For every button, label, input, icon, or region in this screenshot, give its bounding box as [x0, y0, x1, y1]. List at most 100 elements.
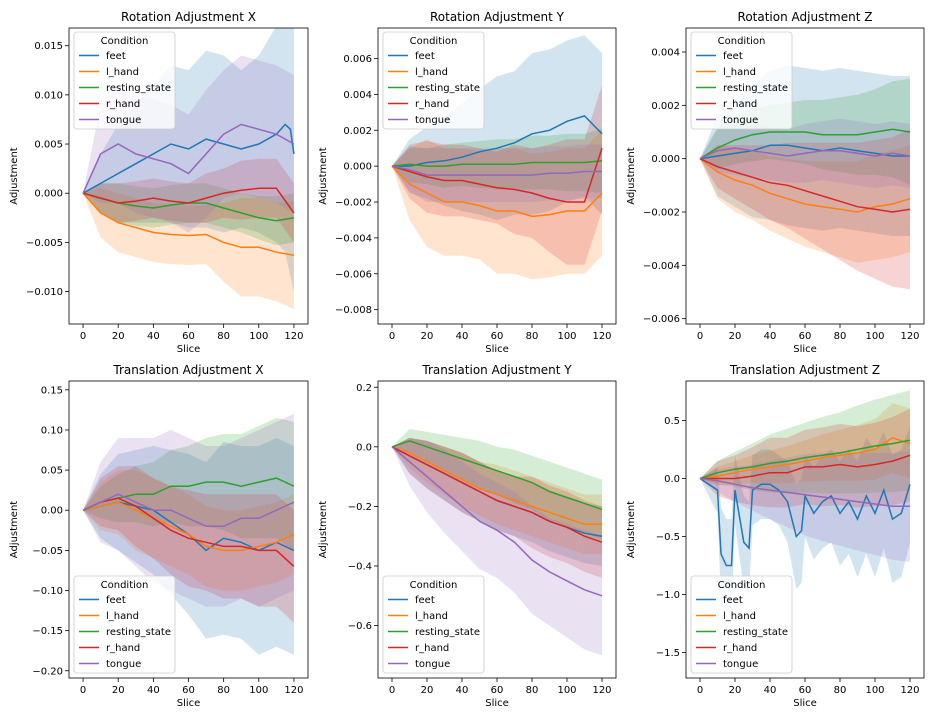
confidence-band-resting_state	[83, 183, 294, 246]
chart-title: Translation Adjustment X	[112, 363, 263, 377]
y-axis-label: Adjustment	[9, 501, 20, 558]
y-tick-label: 0.15	[41, 385, 63, 396]
x-tick-label: 20	[421, 685, 434, 696]
x-tick-label: 20	[421, 331, 434, 342]
legend-box	[382, 31, 485, 130]
x-tick-label: 0	[80, 331, 86, 342]
legend-title: Condition	[101, 36, 149, 47]
confidence-band-l_hand	[392, 437, 602, 555]
legend-label-tongue: tongue	[106, 115, 141, 126]
y-tick-label: −0.004	[335, 233, 372, 244]
y-tick-label: 0.10	[41, 425, 63, 436]
legend-title: Condition	[410, 580, 458, 591]
y-tick-label: −0.2	[348, 502, 372, 513]
x-axis-label: Slice	[793, 344, 817, 355]
y-tick-label: 0.015	[34, 41, 63, 52]
chart-panel: 0 20 40 60 80 100 120 −0.20 −0.15 −0.10 −0.05 0.00 0…	[9, 363, 309, 709]
x-axis-label: Slice	[177, 698, 201, 709]
chart-panel: 0 20 40 60 80 100 120 −1.5 −1.0 −0.5 0.0 0.5 Transla…	[626, 363, 925, 709]
legend-label-r_hand: r_hand	[106, 643, 140, 654]
x-tick-label: 40	[147, 331, 160, 342]
y-tick-label: 0.000	[34, 189, 63, 200]
chart-title: Rotation Adjustment Z	[738, 10, 873, 24]
series-line-feet	[699, 144, 910, 160]
x-tick-label: 80	[834, 685, 847, 696]
legend: Condition feet l_hand resting_state r_handto…	[73, 31, 176, 130]
series-line-tongue	[699, 147, 911, 160]
legend-label-tongue: tongue	[415, 115, 450, 126]
chart-panel: 0 20 40 60 80 100 120 −0.010 −0.005 0.000 0.005 0.0…	[9, 10, 309, 355]
legend-label-tongue: tongue	[415, 659, 450, 670]
x-tick-label: 40	[764, 685, 777, 696]
series-line-r_hand	[82, 187, 295, 214]
x-tick-label: 60	[491, 331, 504, 342]
y-tick-label: −0.008	[335, 305, 372, 316]
confidence-band-l_hand	[392, 130, 602, 280]
x-tick-label: 20	[112, 685, 125, 696]
x-tick-label: 0	[80, 685, 86, 696]
y-tick-label: −0.20	[32, 666, 63, 677]
series-line-feet	[392, 115, 603, 167]
legend-label-l_hand: l_hand	[723, 611, 756, 622]
legend-label-feet: feet	[415, 51, 435, 62]
legend-label-r_hand: r_hand	[723, 99, 757, 110]
y-tick-label: −0.15	[32, 626, 63, 637]
x-tick-label: 100	[557, 685, 576, 696]
x-axis-label: Slice	[793, 698, 817, 709]
x-tick-label: 100	[249, 331, 268, 342]
x-tick-label: 120	[284, 331, 303, 342]
series-line-tongue	[699, 477, 910, 508]
legend-label-feet: feet	[106, 51, 126, 62]
y-tick-label: −0.5	[656, 532, 680, 543]
chart-title: Translation Adjustment Y	[421, 363, 572, 377]
y-tick-label: 0.5	[664, 416, 680, 427]
legend-label-tongue: tongue	[723, 115, 758, 126]
y-tick-label: 0.002	[343, 126, 372, 137]
legend-box	[690, 575, 793, 674]
x-tick-label: 0	[697, 685, 703, 696]
legend-label-l_hand: l_hand	[415, 67, 448, 78]
confidence-band-l_hand	[83, 188, 294, 310]
plot-area	[82, 28, 295, 310]
chart-title: Rotation Adjustment Y	[430, 10, 565, 24]
series-line-r_hand	[391, 147, 603, 203]
y-tick-label: 0.0	[356, 442, 372, 453]
x-tick-label: 60	[799, 685, 812, 696]
legend-title: Condition	[718, 36, 766, 47]
series-line-l_hand	[699, 158, 911, 213]
legend-label-feet: feet	[723, 595, 743, 606]
confidence-band-resting_state	[83, 417, 294, 551]
confidence-band-feet	[83, 28, 294, 292]
y-tick-label: 0.00	[41, 506, 63, 517]
chart-title: Translation Adjustment Z	[729, 363, 880, 377]
x-tick-label: 40	[147, 685, 160, 696]
y-tick-label: 0.000	[343, 162, 372, 173]
y-axis-label: Adjustment	[318, 147, 329, 204]
chart-title: Rotation Adjustment X	[121, 10, 256, 24]
legend-label-feet: feet	[106, 595, 126, 606]
series-line-resting_state	[391, 160, 603, 167]
confidence-band-feet	[83, 438, 294, 655]
legend-box	[73, 575, 176, 674]
y-tick-label: −0.10	[32, 586, 63, 597]
legend-label-r_hand: r_hand	[415, 643, 449, 654]
x-tick-label: 120	[900, 685, 919, 696]
x-tick-label: 60	[182, 685, 195, 696]
series-line-resting_state	[391, 440, 603, 511]
y-tick-label: −0.005	[26, 238, 63, 249]
y-tick-label: −0.6	[348, 621, 372, 632]
legend-label-r_hand: r_hand	[723, 643, 757, 654]
confidence-band-resting_state	[700, 390, 910, 494]
y-tick-label: 0.0	[664, 474, 680, 485]
y-tick-label: 0.006	[343, 54, 372, 65]
legend-title: Condition	[410, 36, 458, 47]
series-line-tongue	[391, 165, 602, 176]
x-axis-label: Slice	[485, 344, 509, 355]
series-line-tongue	[82, 493, 295, 528]
series-line-feet	[699, 477, 911, 567]
legend-label-tongue: tongue	[723, 659, 758, 670]
plot-area	[699, 390, 911, 612]
chart-panel: 0 20 40 60 80 100 120 −0.008 −0.006 −0.004 −0.002 0…	[318, 10, 617, 355]
x-tick-label: 120	[592, 685, 611, 696]
x-tick-label: 100	[865, 331, 884, 342]
